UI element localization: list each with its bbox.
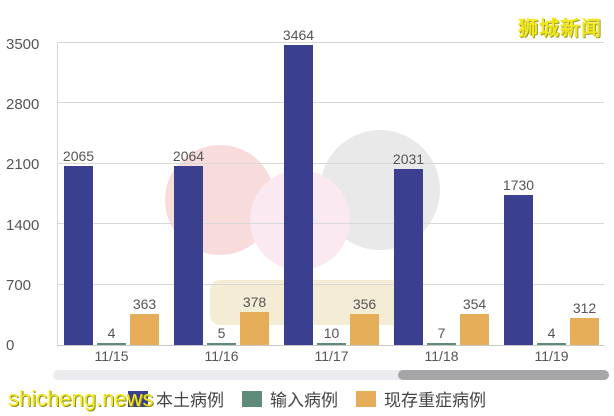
bar-imported[interactable] — [97, 343, 126, 345]
bar-imported[interactable] — [427, 343, 456, 345]
url-watermark: shicheng.news — [8, 386, 154, 411]
bar-local[interactable] — [174, 166, 203, 345]
gridline — [57, 102, 604, 103]
legend-label: 本土病例 — [156, 391, 224, 410]
y-tick-label: 700 — [6, 277, 32, 294]
value-label: 7 — [437, 325, 446, 341]
value-label: 312 — [572, 299, 597, 316]
bar-imported[interactable] — [317, 343, 346, 345]
value-label: 4 — [547, 325, 556, 341]
legend-swatch — [242, 390, 262, 407]
y-tick-label: 2800 — [6, 96, 40, 113]
value-label: 2065 — [62, 148, 95, 165]
x-tick-label: 11/17 — [314, 348, 349, 364]
bar-severe[interactable] — [350, 314, 379, 345]
brand-watermark: 狮城新闻 — [518, 18, 602, 40]
bar-local[interactable] — [394, 169, 423, 345]
value-label: 2064 — [172, 148, 205, 165]
value-label: 3464 — [282, 27, 315, 44]
bar-severe[interactable] — [460, 314, 489, 345]
value-label: 10 — [323, 325, 340, 341]
x-axis-line — [57, 345, 604, 346]
value-label: 363 — [132, 295, 157, 312]
x-tick-label: 11/16 — [204, 348, 239, 364]
bar-local[interactable] — [64, 166, 93, 345]
value-label: 5 — [217, 325, 226, 341]
value-label: 356 — [352, 296, 377, 313]
legend-item-imported[interactable]: 输入病例 — [242, 386, 338, 411]
legend-label: 输入病例 — [270, 391, 338, 410]
legend-swatch — [356, 390, 376, 407]
legend-item-severe[interactable]: 现存重症病例 — [356, 386, 486, 411]
bar-severe[interactable] — [240, 312, 269, 345]
x-tick-label: 11/18 — [424, 348, 459, 364]
y-tick-label: 3500 — [6, 36, 40, 53]
legend-label: 现存重症病例 — [384, 391, 486, 410]
legend-swatch — [128, 390, 148, 407]
y-axis-line — [57, 42, 58, 345]
gridline — [57, 223, 604, 224]
bar-severe[interactable] — [130, 313, 159, 345]
value-label: 4 — [107, 325, 116, 341]
chart-scrollbar[interactable] — [53, 370, 609, 380]
bar-severe[interactable] — [570, 317, 599, 345]
value-label: 1730 — [502, 177, 535, 194]
scrollbar-thumb[interactable] — [398, 370, 609, 380]
value-label: 354 — [462, 296, 487, 313]
y-tick-label: 1400 — [6, 217, 40, 234]
bar-imported[interactable] — [537, 343, 566, 345]
value-label: 2031 — [392, 151, 425, 168]
bar-local[interactable] — [504, 195, 533, 345]
legend: 本土病例 输入病例 现存重症病例 — [128, 386, 504, 411]
value-label: 378 — [242, 294, 267, 311]
y-tick-label: 2100 — [6, 156, 40, 173]
gridline — [57, 163, 604, 164]
x-tick-label: 11/15 — [94, 348, 129, 364]
bar-local[interactable] — [284, 45, 313, 345]
y-tick-label: 0 — [6, 337, 15, 354]
gridline — [57, 284, 604, 285]
x-tick-label: 11/19 — [534, 348, 569, 364]
gridline — [57, 42, 604, 43]
bar-imported[interactable] — [207, 343, 236, 345]
legend-item-local[interactable]: 本土病例 — [128, 386, 224, 411]
